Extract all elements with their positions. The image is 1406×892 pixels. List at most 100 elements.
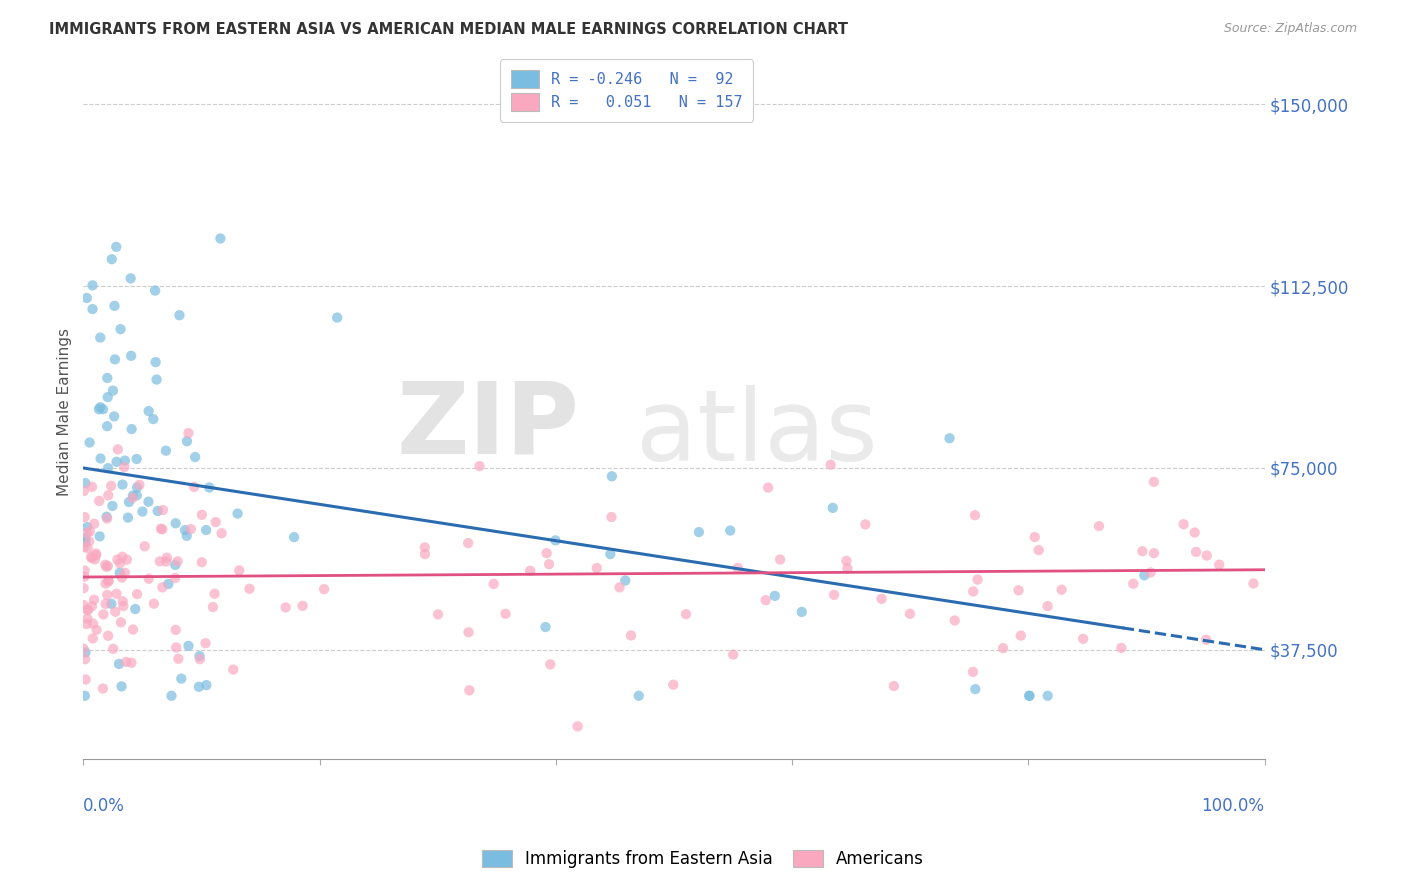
- Point: [769, 552, 792, 566]
- Point: [965, 682, 987, 697]
- Point: [103, 299, 125, 313]
- Point: [195, 678, 218, 692]
- Point: [72, 641, 94, 656]
- Point: [145, 373, 167, 387]
- Point: [93, 607, 115, 622]
- Point: [112, 599, 135, 613]
- Point: [1143, 475, 1166, 489]
- Point: [96, 588, 118, 602]
- Point: [567, 719, 589, 733]
- Point: [105, 455, 128, 469]
- Point: [209, 231, 232, 245]
- Point: [962, 665, 984, 679]
- Point: [165, 640, 187, 655]
- Point: [544, 533, 567, 548]
- Text: 0.0%: 0.0%: [83, 797, 125, 815]
- Point: [312, 582, 335, 597]
- Point: [457, 625, 479, 640]
- Point: [482, 577, 505, 591]
- Point: [821, 500, 844, 515]
- Point: [114, 453, 136, 467]
- Point: [89, 401, 111, 415]
- Text: atlas: atlas: [636, 384, 877, 482]
- Point: [1195, 549, 1218, 563]
- Point: [169, 308, 191, 322]
- Point: [195, 523, 218, 537]
- Point: [76, 617, 98, 632]
- Point: [125, 480, 148, 494]
- Point: [823, 588, 845, 602]
- Point: [1243, 576, 1265, 591]
- Point: [76, 611, 98, 625]
- Point: [413, 541, 436, 555]
- Point: [72, 581, 94, 595]
- Point: [1184, 525, 1206, 540]
- Point: [110, 322, 132, 336]
- Point: [180, 522, 202, 536]
- Point: [97, 574, 120, 589]
- Point: [599, 547, 621, 561]
- Point: [80, 599, 103, 614]
- Point: [675, 607, 697, 622]
- Point: [152, 580, 174, 594]
- Point: [184, 450, 207, 464]
- Point: [291, 599, 314, 613]
- Point: [75, 645, 97, 659]
- Point: [756, 481, 779, 495]
- Point: [1050, 582, 1073, 597]
- Point: [121, 422, 143, 436]
- Point: [1071, 632, 1094, 646]
- Point: [1195, 632, 1218, 647]
- Point: [80, 480, 103, 494]
- Point: [83, 592, 105, 607]
- Point: [96, 509, 118, 524]
- Point: [155, 555, 177, 569]
- Point: [108, 566, 131, 580]
- Point: [326, 310, 349, 325]
- Point: [763, 589, 786, 603]
- Point: [100, 597, 122, 611]
- Point: [94, 558, 117, 572]
- Point: [108, 556, 131, 570]
- Text: 100.0%: 100.0%: [1202, 797, 1264, 815]
- Point: [118, 495, 141, 509]
- Point: [107, 442, 129, 457]
- Point: [75, 535, 97, 549]
- Point: [165, 516, 187, 531]
- Point: [962, 584, 984, 599]
- Point: [150, 522, 173, 536]
- Point: [91, 681, 114, 696]
- Point: [167, 652, 190, 666]
- Point: [107, 552, 129, 566]
- Point: [274, 600, 297, 615]
- Point: [600, 469, 623, 483]
- Point: [1132, 544, 1154, 558]
- Point: [156, 550, 179, 565]
- Point: [204, 515, 226, 529]
- Point: [73, 564, 96, 578]
- Point: [187, 680, 209, 694]
- Point: [111, 594, 134, 608]
- Point: [211, 526, 233, 541]
- Point: [1018, 689, 1040, 703]
- Point: [538, 657, 561, 672]
- Point: [201, 600, 224, 615]
- Point: [177, 639, 200, 653]
- Point: [122, 489, 145, 503]
- Point: [721, 648, 744, 662]
- Point: [73, 510, 96, 524]
- Point: [86, 623, 108, 637]
- Point: [283, 530, 305, 544]
- Point: [146, 504, 169, 518]
- Point: [75, 673, 97, 687]
- Point: [79, 524, 101, 539]
- Point: [835, 554, 858, 568]
- Legend: Immigrants from Eastern Asia, Americans: Immigrants from Eastern Asia, Americans: [475, 843, 931, 875]
- Point: [72, 598, 94, 612]
- Point: [111, 571, 134, 585]
- Point: [1111, 640, 1133, 655]
- Point: [898, 607, 921, 621]
- Point: [76, 520, 98, 534]
- Point: [149, 522, 172, 536]
- Point: [495, 607, 517, 621]
